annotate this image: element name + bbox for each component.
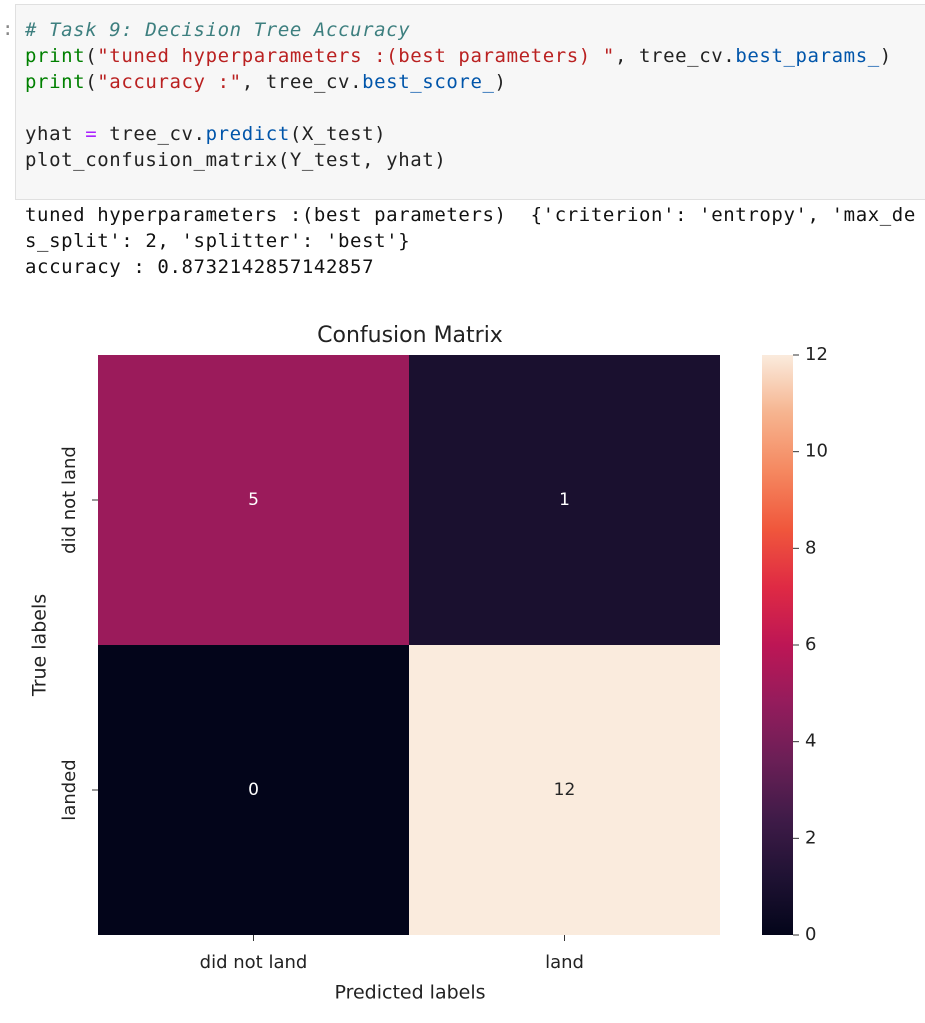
- code-token: yhat: [25, 123, 86, 145]
- y-tick-label: landed: [59, 759, 80, 820]
- code-token: plot_confusion_matrix(Y_test, yhat): [25, 149, 447, 171]
- code-token: (: [85, 45, 98, 67]
- cell-prompt: :: [2, 18, 14, 40]
- colorbar-tick-label: 8: [805, 537, 816, 558]
- heatmap-cell: [409, 645, 720, 935]
- code-token: # Task 9: Decision Tree Accuracy: [25, 19, 411, 41]
- output-line: s_split': 2, 'splitter': 'best'}: [25, 230, 411, 252]
- code-cell: [15, 4, 925, 200]
- code-line: # Task 9: Decision Tree Accuracy: [25, 18, 410, 42]
- code-token: , tree_cv.: [241, 71, 363, 93]
- code-line: yhat = tree_cv.predict(X_test): [25, 122, 386, 146]
- heatmap-cell: [98, 355, 409, 645]
- heatmap-cell: [409, 355, 720, 645]
- code-token: print: [25, 71, 86, 93]
- colorbar-tick-label: 6: [805, 634, 816, 655]
- cell-label: 5: [248, 490, 259, 510]
- colorbar-tick-label: 2: [805, 827, 816, 848]
- colorbar-tick-label: 4: [805, 731, 816, 752]
- heatmap-cell: [98, 645, 409, 935]
- code-token: (X_test): [289, 123, 387, 145]
- code-line: print("tuned hyperparameters :(best para…: [25, 44, 892, 68]
- colorbar: [762, 355, 793, 935]
- code-token: ): [494, 71, 507, 93]
- x-tick-label: land: [545, 952, 584, 973]
- code-token: , tree_cv.: [614, 45, 736, 67]
- colorbar-tick-label: 10: [805, 441, 828, 462]
- cell-label: 1: [559, 490, 570, 510]
- colorbar-tick-label: 0: [805, 924, 816, 945]
- chart-title: Confusion Matrix: [317, 323, 503, 348]
- code-token: tree_cv.: [97, 123, 206, 145]
- code-line: print("accuracy :", tree_cv.best_score_): [25, 70, 507, 94]
- code-token: best_params_: [735, 45, 880, 67]
- code-line: plot_confusion_matrix(Y_test, yhat): [25, 148, 446, 172]
- y-tick-label: did not land: [59, 446, 80, 554]
- code-token: =: [85, 123, 98, 145]
- y-axis-label: True labels: [29, 594, 51, 697]
- output-line: tuned hyperparameters :(best parameters)…: [25, 204, 916, 226]
- cell-label: 12: [554, 780, 576, 800]
- colorbar-tick-label: 12: [805, 344, 828, 365]
- code-token: "accuracy :": [97, 71, 242, 93]
- code-token: predict: [205, 123, 290, 145]
- output-line: accuracy : 0.8732142857142857: [25, 256, 375, 278]
- code-token: best_score_: [362, 71, 495, 93]
- x-tick-label: did not land: [200, 952, 308, 973]
- code-token: print: [25, 45, 86, 67]
- x-axis-label: Predicted labels: [334, 982, 485, 1004]
- code-token: ): [879, 45, 892, 67]
- code-token: (: [85, 71, 98, 93]
- code-token: "tuned hyperparameters :(best parameters…: [97, 45, 615, 67]
- cell-label: 0: [248, 780, 259, 800]
